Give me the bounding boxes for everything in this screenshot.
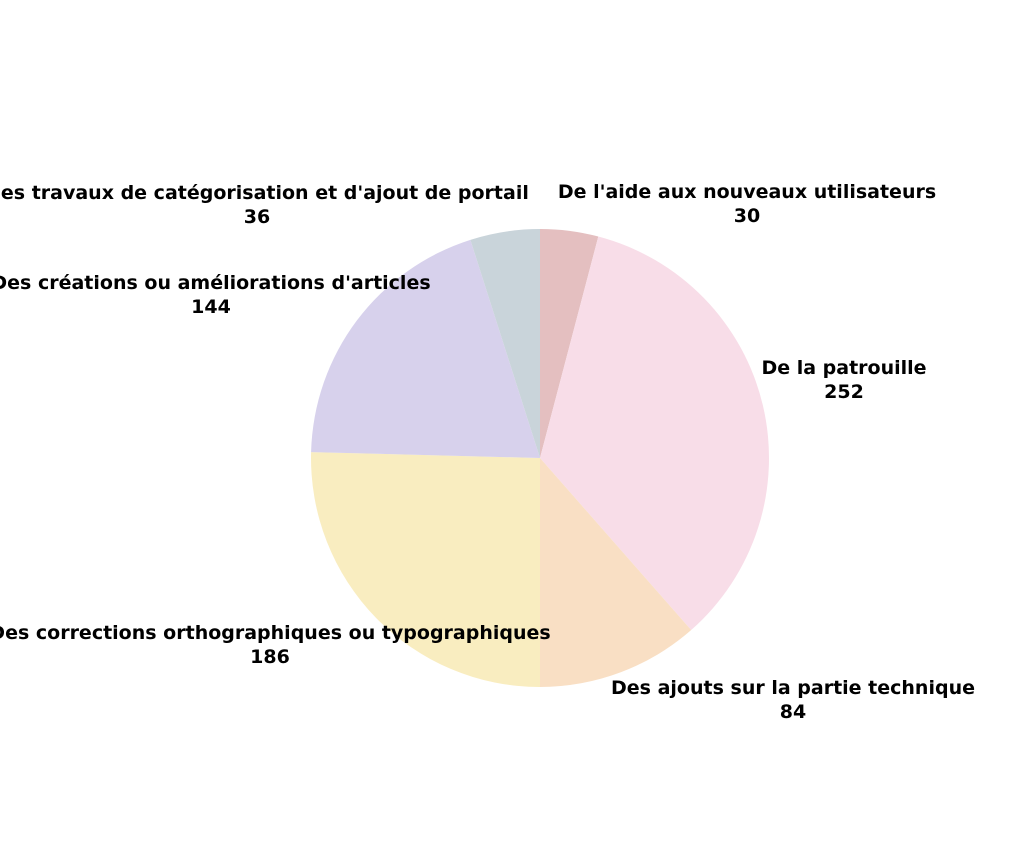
slice-value-label: 84 bbox=[780, 701, 806, 723]
slice-value-label: 144 bbox=[191, 296, 231, 318]
slice-category-label: De l'aide aux nouveaux utilisateurs bbox=[558, 181, 936, 203]
pie-slice bbox=[311, 239, 540, 458]
slice-label: Des travaux de catégorisation et d'ajout… bbox=[0, 182, 529, 228]
pie-slices bbox=[311, 229, 769, 687]
slice-label: Des corrections orthographiques ou typog… bbox=[0, 622, 551, 668]
slice-value-label: 186 bbox=[250, 646, 290, 668]
pie-labels: De l'aide aux nouveaux utilisateurs 30De … bbox=[0, 181, 975, 723]
pie-slice bbox=[311, 452, 540, 687]
slice-label: Des ajouts sur la partie technique 84 bbox=[611, 677, 975, 723]
slice-category-label: Des travaux de catégorisation et d'ajout… bbox=[0, 182, 529, 204]
pie-slice bbox=[540, 236, 769, 631]
slice-category-label: Des créations ou améliorations d'article… bbox=[0, 272, 431, 294]
slice-label: De l'aide aux nouveaux utilisateurs 30 bbox=[558, 181, 936, 227]
slice-category-label: Des ajouts sur la partie technique bbox=[611, 677, 975, 699]
slice-value-label: 30 bbox=[734, 205, 760, 227]
slice-value-label: 36 bbox=[244, 206, 270, 228]
slice-label: De la patrouille 252 bbox=[761, 357, 926, 403]
slice-label: Des créations ou améliorations d'article… bbox=[0, 272, 431, 318]
pie-slice bbox=[470, 229, 540, 458]
slice-category-label: De la patrouille bbox=[761, 357, 926, 379]
pie-slice bbox=[540, 458, 692, 687]
slice-category-label: Des corrections orthographiques ou typog… bbox=[0, 622, 551, 644]
slice-value-label: 252 bbox=[824, 381, 864, 403]
pie-slice bbox=[540, 229, 599, 458]
